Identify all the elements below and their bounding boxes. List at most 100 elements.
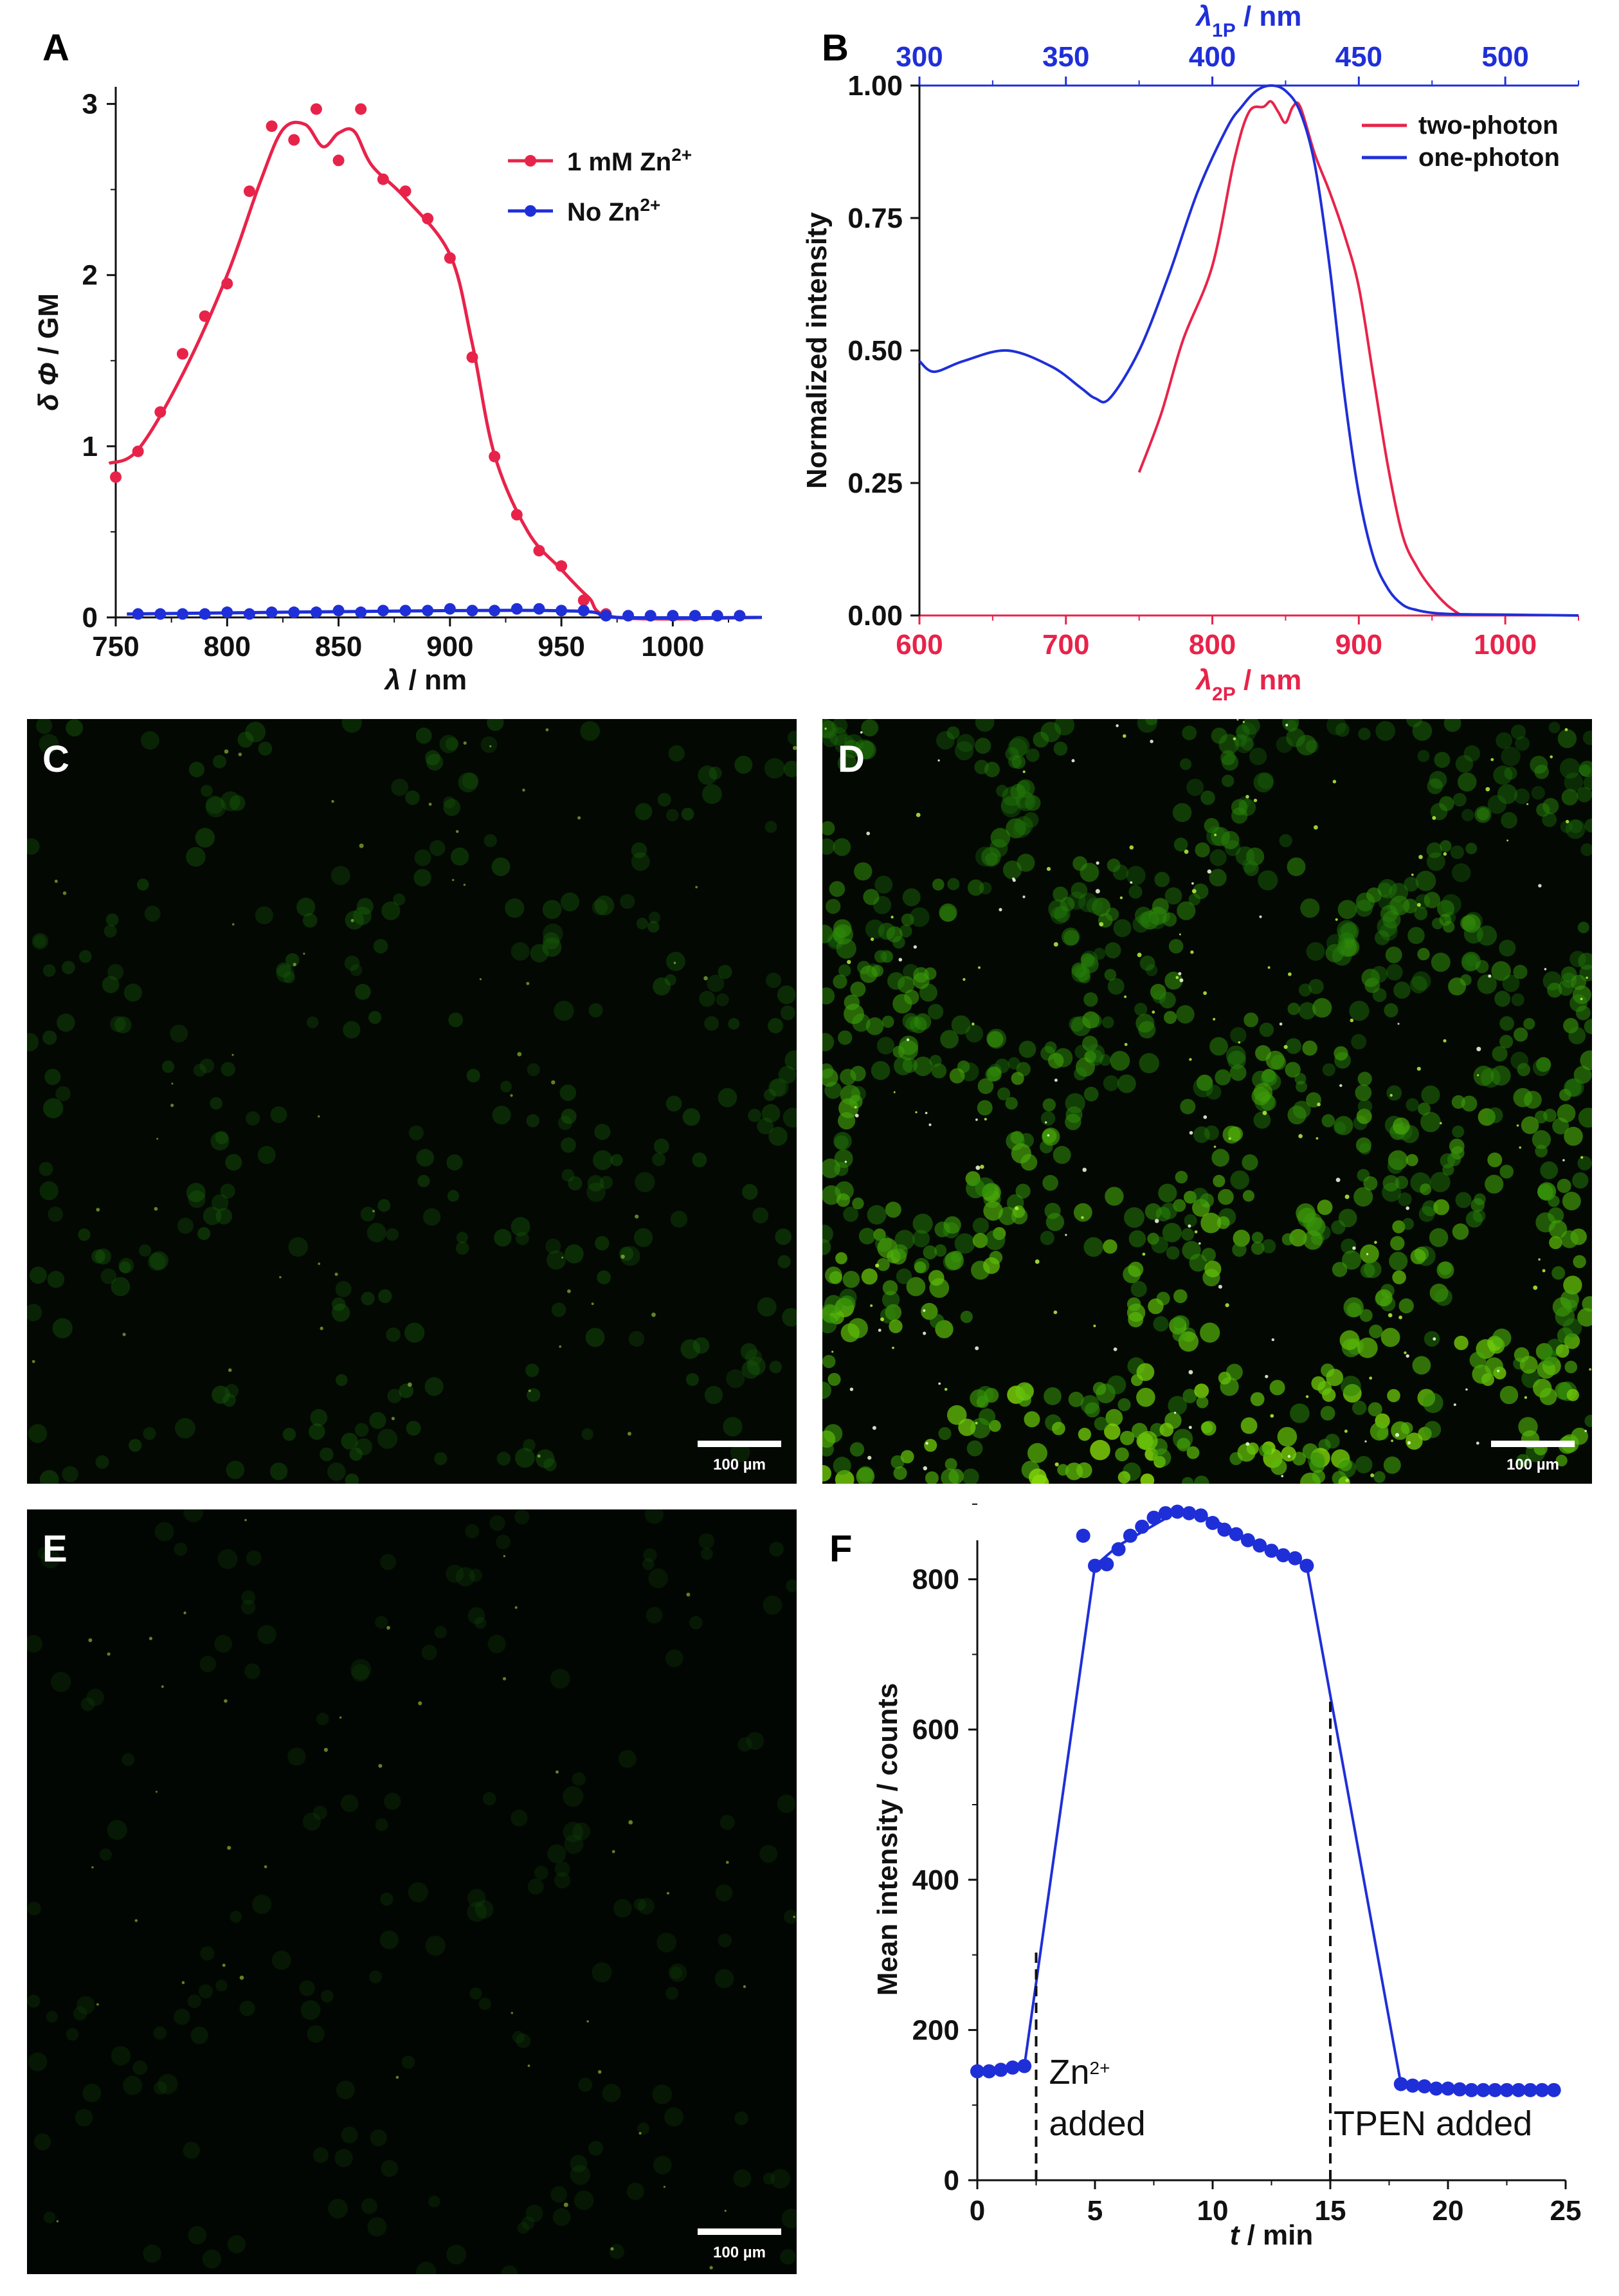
cell: [312, 2147, 329, 2164]
punctum: [155, 1790, 158, 1793]
cell: [728, 1017, 740, 1030]
cell: [384, 1792, 401, 1810]
cell: [1186, 778, 1204, 796]
cell: [769, 1542, 784, 1557]
cell: [467, 1607, 485, 1625]
cell: [861, 1268, 878, 1285]
cell: [345, 1473, 359, 1484]
chart-a-point-1: [734, 610, 746, 622]
punctum: [1335, 918, 1338, 921]
cell: [1204, 1261, 1222, 1278]
punctum: [264, 1865, 267, 1868]
chart-b-bottom-tick-label: 600: [896, 629, 943, 661]
punctum: [1416, 903, 1421, 907]
cell: [426, 754, 444, 771]
cell: [336, 2081, 355, 2100]
punctum: [239, 1975, 244, 1980]
cell: [183, 1509, 204, 1522]
cell: [153, 2027, 167, 2040]
cell: [1578, 952, 1592, 970]
cell: [1382, 910, 1401, 929]
punctum: [1440, 1122, 1442, 1125]
cell: [1341, 922, 1359, 940]
chart-b-legend-label-0: two-photon: [1418, 111, 1559, 140]
punctum: [359, 843, 364, 848]
cell: [1406, 1098, 1419, 1112]
cell: [906, 1277, 926, 1297]
chart-a-x-tick-label: 1000: [641, 631, 704, 662]
cell: [1334, 1116, 1353, 1135]
punctum: [906, 1038, 910, 1041]
punctum: [1339, 1084, 1343, 1088]
cell: [913, 1056, 933, 1077]
cell: [1136, 1387, 1155, 1407]
punctum: [320, 1326, 323, 1331]
cell: [1215, 1069, 1231, 1086]
cell: [737, 1737, 752, 1752]
punctum: [1203, 991, 1207, 996]
cell: [373, 939, 388, 954]
chart-b-y-tick-label: 0.75: [847, 203, 903, 234]
cell: [1173, 837, 1188, 852]
cell: [1117, 1398, 1131, 1412]
cell: [873, 1228, 886, 1241]
cell: [1583, 776, 1592, 790]
cell: [766, 972, 782, 989]
cell: [77, 1996, 95, 2014]
chart-a-point-1: [444, 603, 456, 615]
cell: [843, 1207, 859, 1222]
cell: [66, 2028, 79, 2041]
cell: [844, 1003, 864, 1025]
punctum: [1188, 1370, 1193, 1375]
cell: [416, 2261, 437, 2274]
punctum: [1316, 1137, 1319, 1140]
punctum: [149, 1637, 152, 1641]
cell: [1540, 1161, 1559, 1180]
cell: [975, 846, 995, 867]
cell: [1271, 1055, 1287, 1070]
cell: [404, 1322, 425, 1343]
cell: [446, 1564, 464, 1583]
panel-label-d: D: [838, 738, 865, 780]
cell: [1578, 1107, 1592, 1128]
chart-a-point-1: [266, 606, 278, 619]
punctum: [726, 1861, 729, 1864]
punctum: [1538, 884, 1542, 888]
cell: [530, 943, 549, 963]
cell: [775, 1228, 791, 1245]
cell: [1173, 1289, 1188, 1304]
cell: [1451, 1146, 1465, 1160]
punctum: [1095, 889, 1100, 894]
cell: [1231, 799, 1248, 815]
cell: [842, 1271, 860, 1288]
cell: [368, 1010, 382, 1025]
punctum: [1218, 1284, 1222, 1289]
cell: [552, 2208, 571, 2227]
cell: [1499, 1165, 1514, 1179]
punctum: [1271, 1338, 1275, 1342]
cell: [1054, 719, 1075, 736]
cell: [239, 2000, 255, 2016]
cell: [1386, 963, 1403, 981]
cell: [824, 1295, 843, 1314]
cell: [1499, 1385, 1519, 1405]
punctum: [872, 1426, 876, 1430]
cell: [1578, 764, 1591, 777]
cell: [1227, 1126, 1243, 1142]
cell: [1259, 1023, 1274, 1037]
punctum: [1238, 1041, 1241, 1044]
cell: [1092, 1381, 1107, 1396]
cell: [597, 1270, 611, 1284]
cell: [1338, 1208, 1357, 1228]
punctum: [1116, 724, 1119, 727]
cell: [899, 1035, 919, 1055]
cell: [1154, 871, 1170, 888]
punctum: [978, 966, 981, 969]
scale-bar-e: [698, 2228, 781, 2235]
chart-f-point: [1417, 2079, 1432, 2093]
chart-a-x-tick-label: 850: [315, 631, 362, 662]
punctum: [391, 1417, 395, 1421]
cell: [1078, 1428, 1092, 1441]
cell: [1343, 1297, 1364, 1318]
